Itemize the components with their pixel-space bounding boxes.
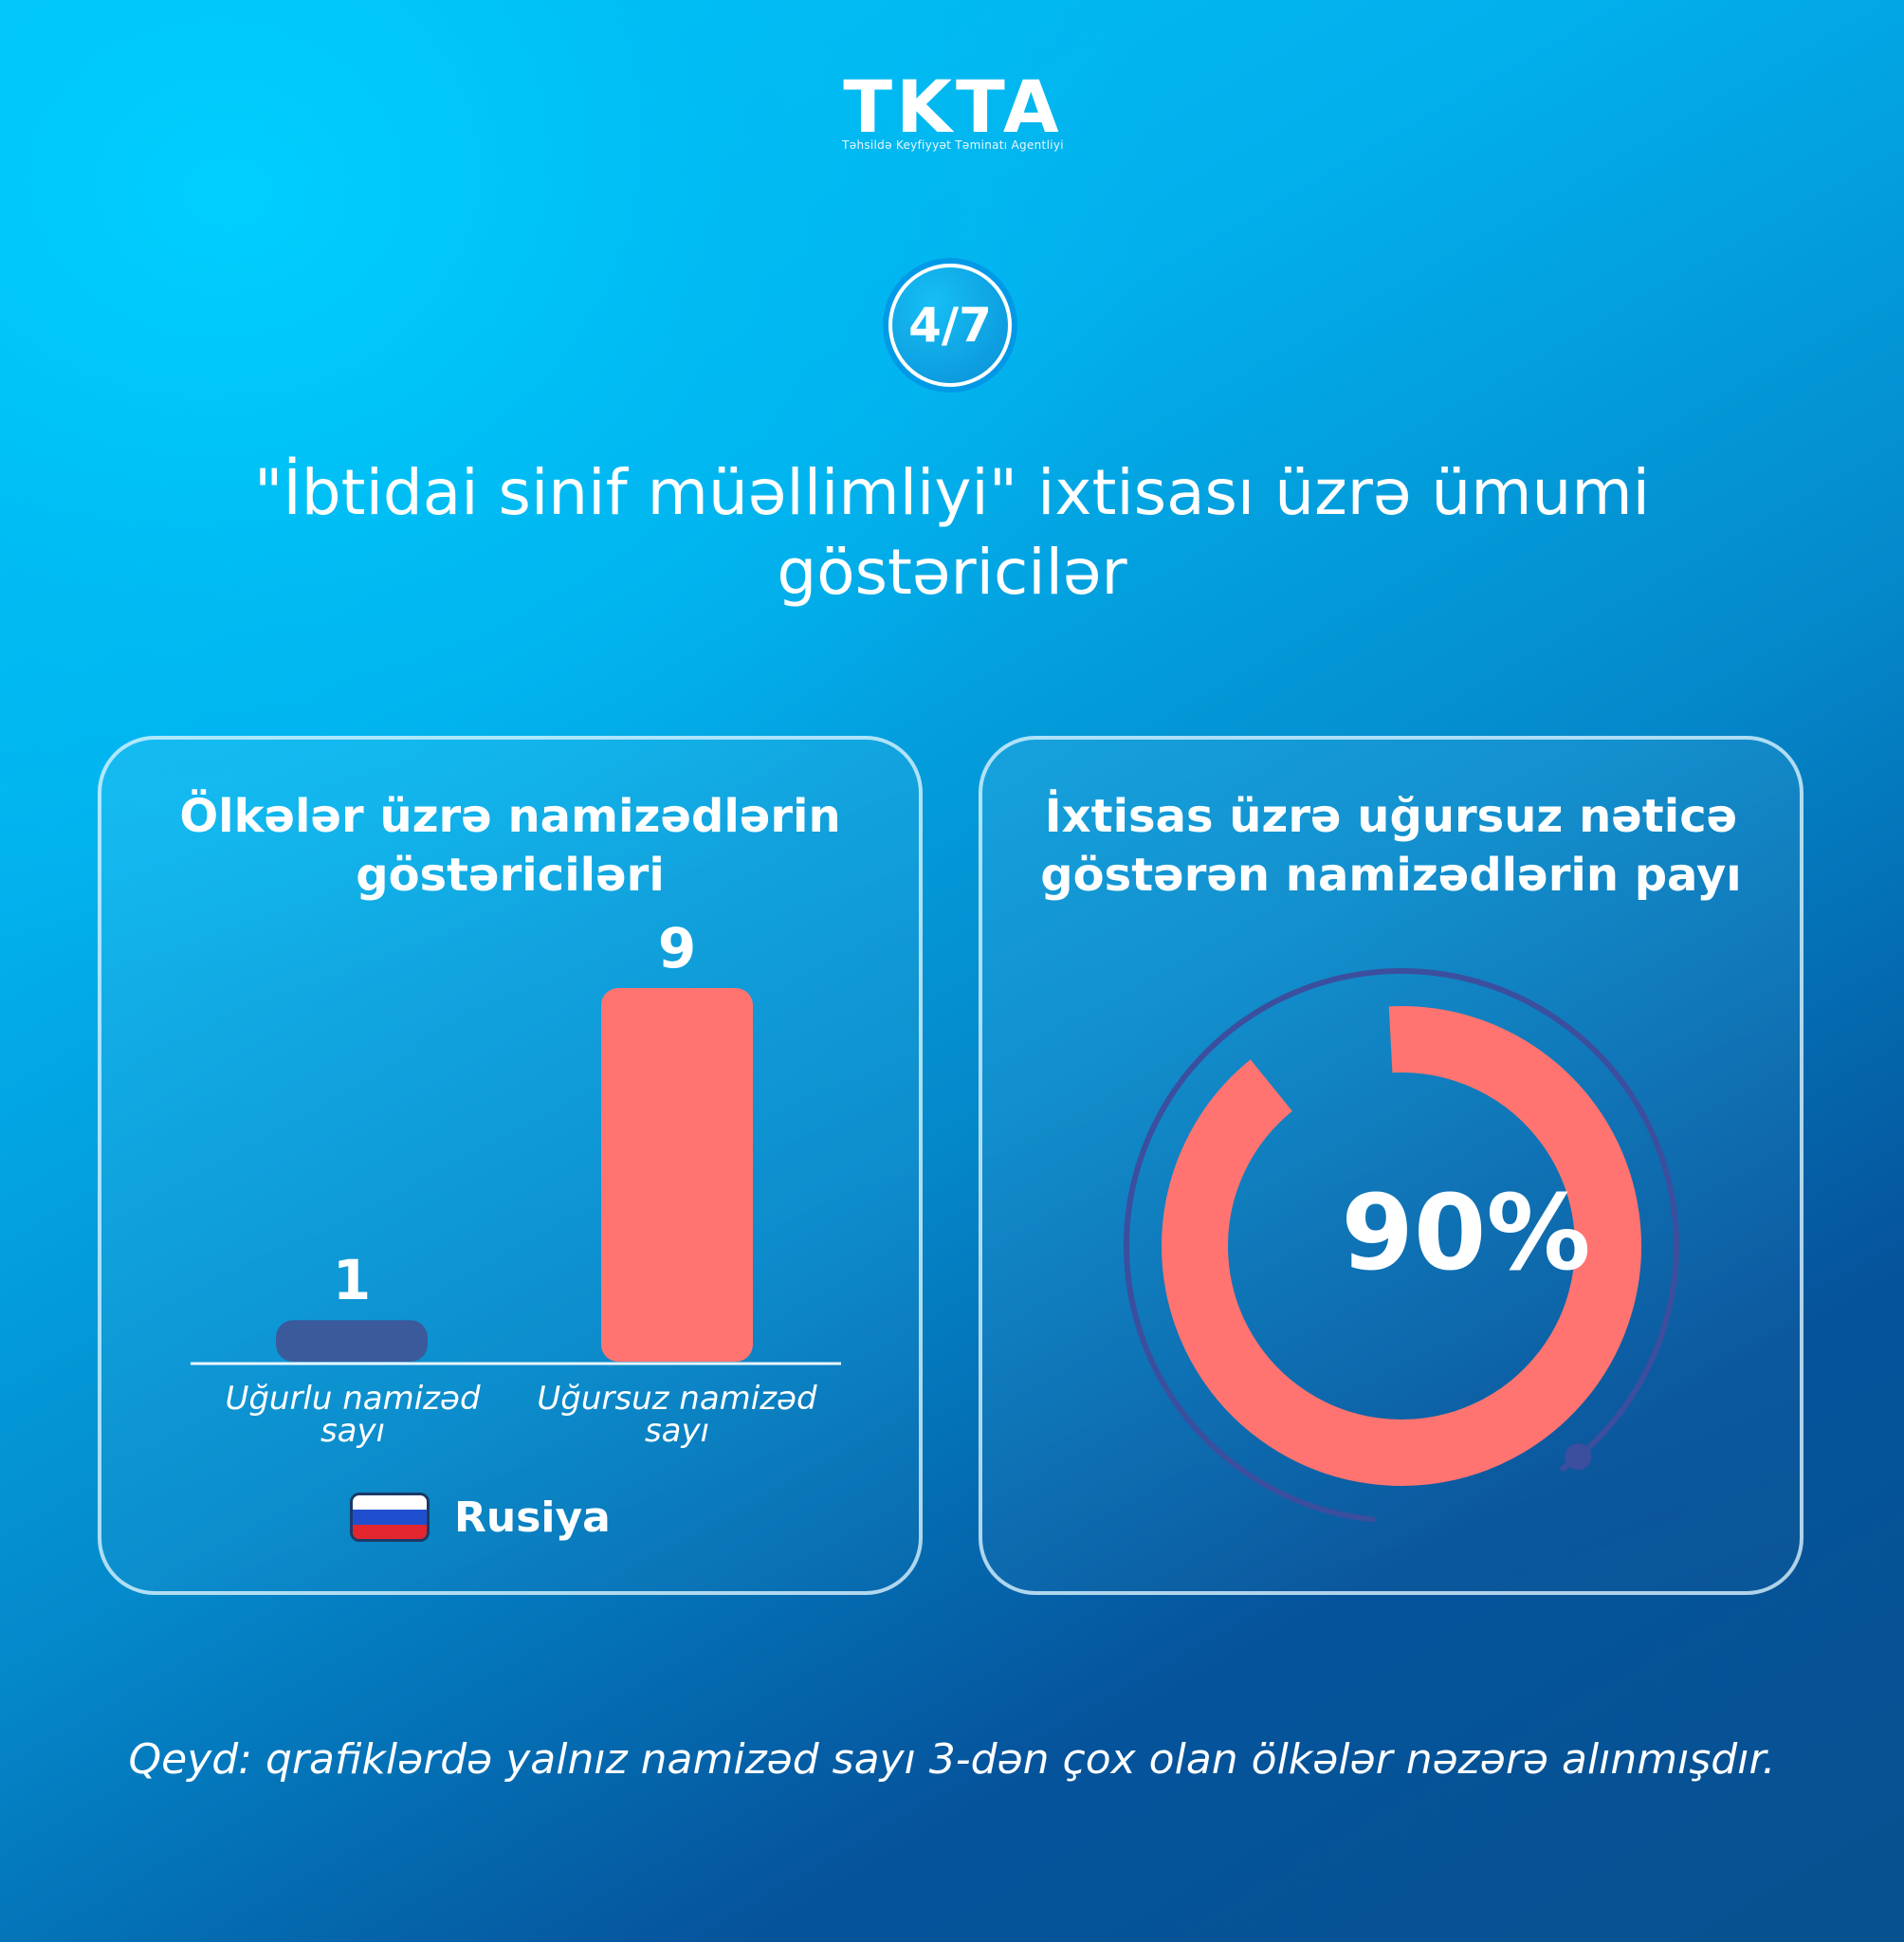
donut-track-end-dot [1565,1443,1592,1471]
chart-legend: Rusiya [350,1489,611,1546]
logo-subtitle: Təhsildə Keyfiyyət Təminatı Agentliyi [842,138,1064,152]
page-title: "İbtidai sinif müəllimliyi" ixtisası üzr… [253,456,1651,609]
category-label: Uğursuz namizəd [537,1380,817,1418]
donut-chart-card: İxtisas üzrə uğursuz nəticə göstərən nam… [979,736,1803,1595]
category-label: Uğurlu namizəd [225,1380,481,1418]
bar-value-label: 9 [658,916,696,980]
bar-chart-title: Ölkələr üzrə namizədlərin göstəriciləri [179,790,841,902]
bar-chart-card: Ölkələr üzrə namizədlərin göstəriciləri … [98,736,923,1595]
bar-value-label: 1 [333,1248,371,1312]
bar-ugurlu [276,1320,428,1362]
category-label: sayı [645,1412,709,1450]
donut-svg [1124,968,1679,1523]
category-label: sayı [320,1412,385,1450]
donut-outer-track [1124,968,1679,1523]
donut-chart-title: İxtisas üzrə uğursuz nəticə göstərən nam… [1040,790,1742,902]
page-indicator-badge: 4/7 [888,264,1012,387]
donut-percentage-label: 90% [1341,1172,1591,1293]
legend-label-rusiya: Rusiya [454,1493,611,1542]
footnote: Qeyd: qrafiklərdə yalnız namizəd sayı 3-… [128,1735,1776,1784]
russia-flag-icon [350,1493,430,1542]
logo-text: TKTA [843,64,1063,149]
donut-value-arc [1162,1006,1641,1486]
donut-chart: 90% [982,740,1800,1591]
tkta-logo: TKTA Təhsildə Keyfiyyət Təminatı Agentli… [834,68,1071,163]
bar-ugursuz [601,988,753,1362]
